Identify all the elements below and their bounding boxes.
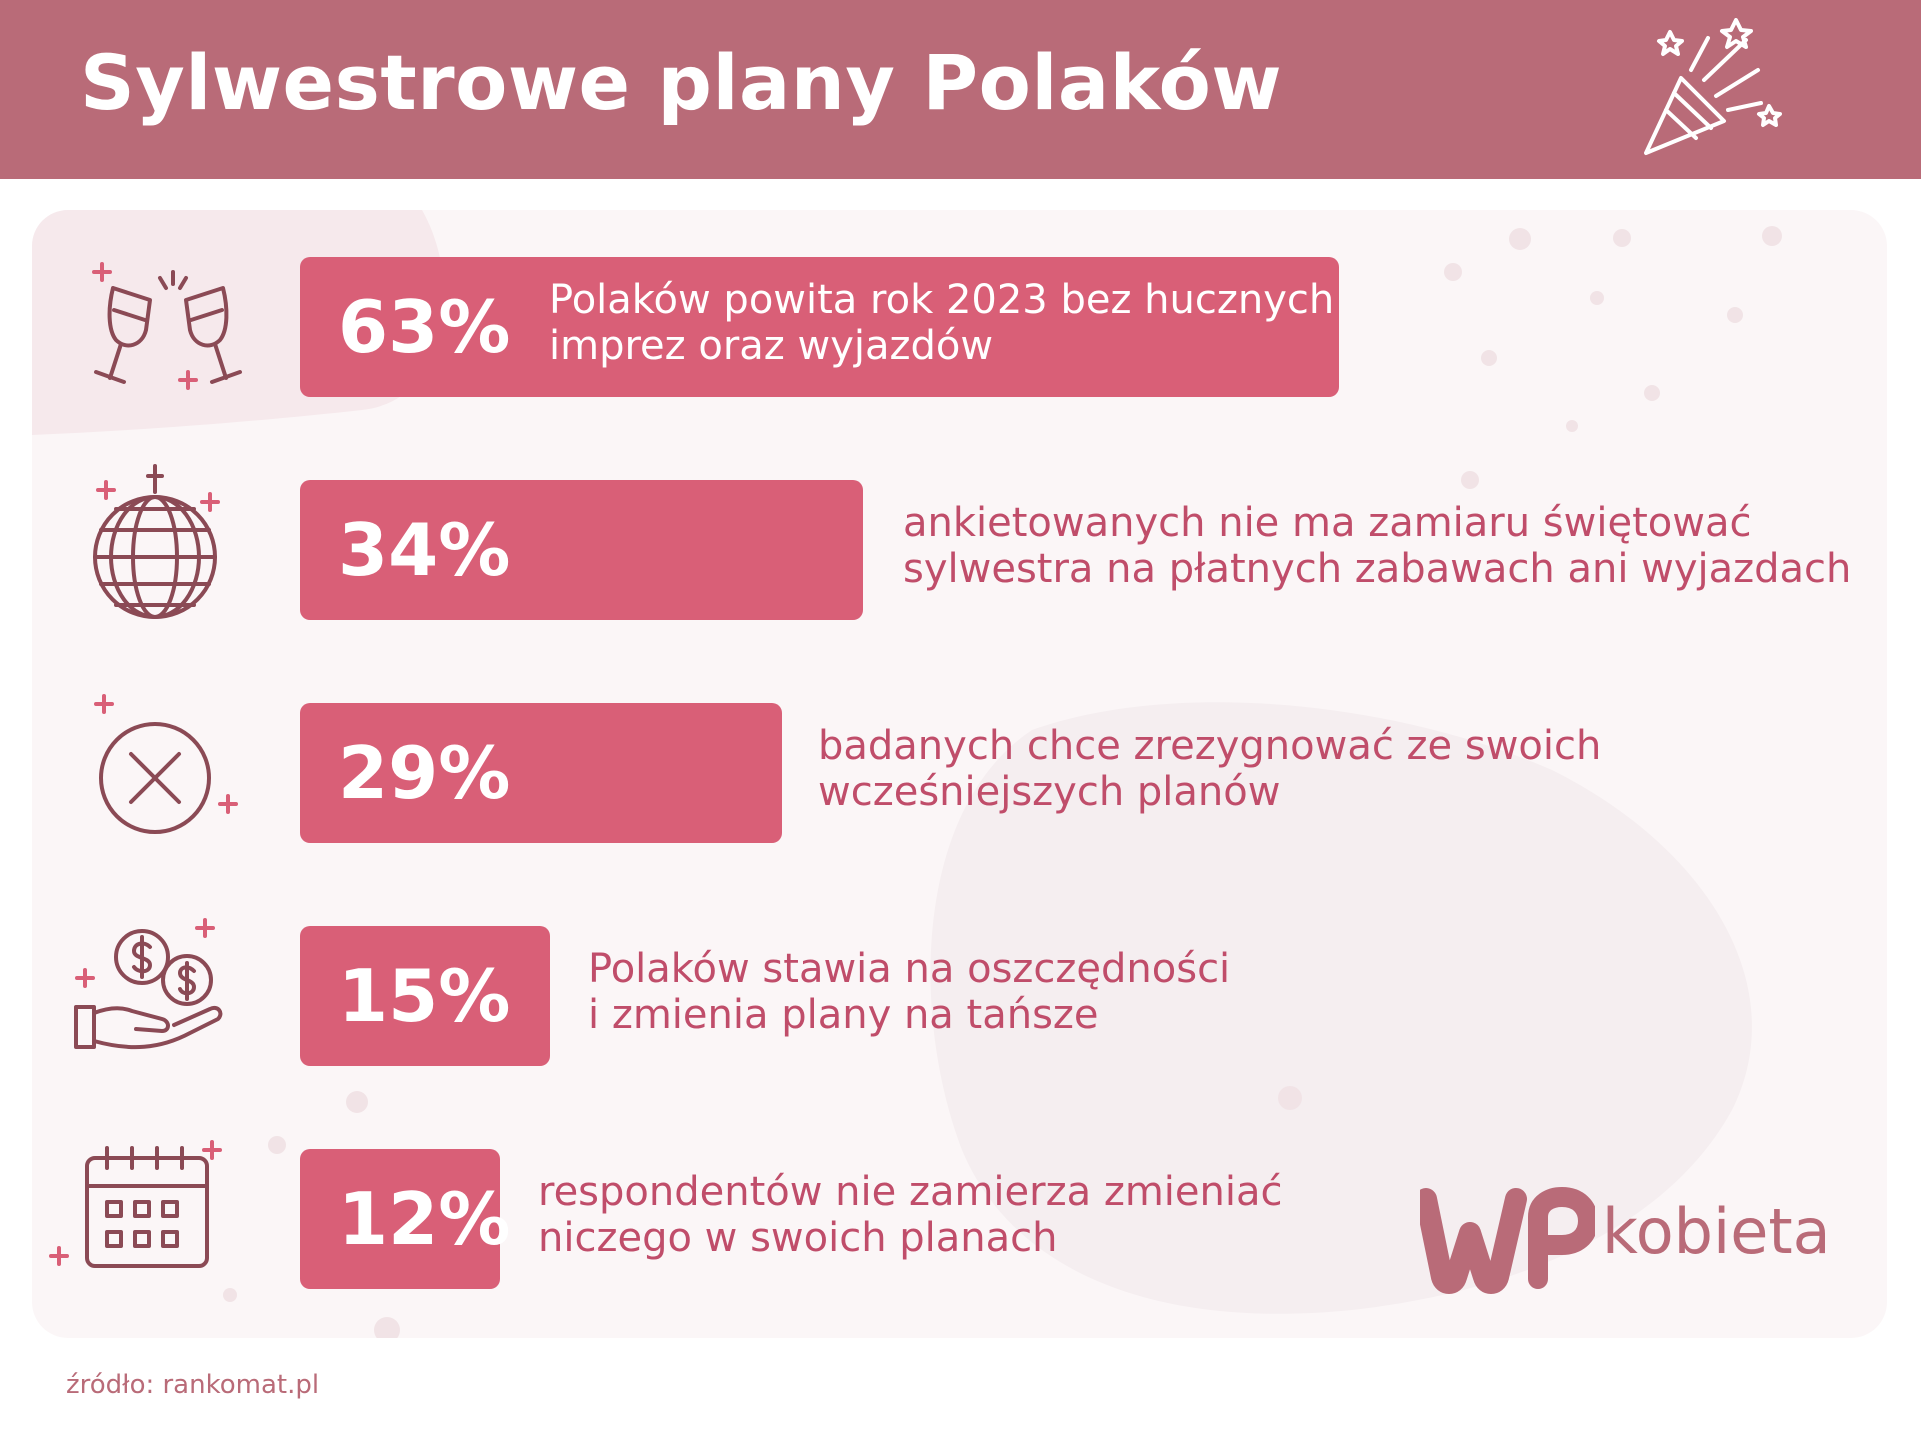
description-line: sylwestra na płatnych zabawach ani wyjaz… [903,546,1852,592]
row-description: respondentów nie zamierza zmieniać nicze… [538,1169,1282,1261]
bar-29: 29% [300,703,782,843]
bar-15: 15% [300,926,550,1066]
page-title: Sylwestrowe plany Polaków [80,38,1283,127]
wp-logo-icon [1420,1187,1595,1294]
description-line: Polaków powita rok 2023 bez hucznych [549,277,1335,323]
value-label: 15% [338,954,511,1038]
row-description: ankietowanych nie ma zamiaru świętować s… [903,500,1851,592]
value-label: 63% [338,285,511,369]
description-line: i zmienia plany na tańsze [588,992,1099,1038]
description-line: respondentów nie zamierza zmieniać [538,1169,1283,1215]
disco-ball-icon [93,464,220,619]
money-hand-icon [74,918,223,1050]
cancel-circle-icon [94,694,238,834]
row-description: Polaków stawia na oszczędności i zmienia… [588,946,1230,1038]
wp-kobieta-logo: kobieta [1420,1185,1840,1295]
description-line: ankietowanych nie ma zamiaru świętować [903,500,1752,546]
party-popper-icon [1644,18,1782,155]
row-description: Polaków powita rok 2023 bez hucznych imp… [549,277,1334,369]
value-label: 12% [338,1177,511,1261]
row-description: badanych chce zrezygnować ze swoich wcze… [818,723,1601,815]
description-line: Polaków stawia na oszczędności [588,946,1231,992]
logo-text: kobieta [1602,1195,1831,1268]
description-line: niczego w swoich planach [538,1215,1058,1261]
bar-34: 34% [300,480,863,620]
source-note: źródło: rankomat.pl [66,1370,320,1400]
header-banner: Sylwestrowe plany Polaków [0,0,1921,179]
description-line: imprez oraz wyjazdów [549,323,994,369]
bar-63: 63% [300,257,1339,397]
calendar-icon [49,1140,222,1268]
value-label: 29% [338,731,511,815]
value-label: 34% [338,508,511,592]
champagne-glasses-icon [92,262,242,390]
description-line: badanych chce zrezygnować ze swoich [818,723,1602,769]
description-line: wcześniejszych planów [818,769,1281,815]
bar-12: 12% [300,1149,510,1289]
